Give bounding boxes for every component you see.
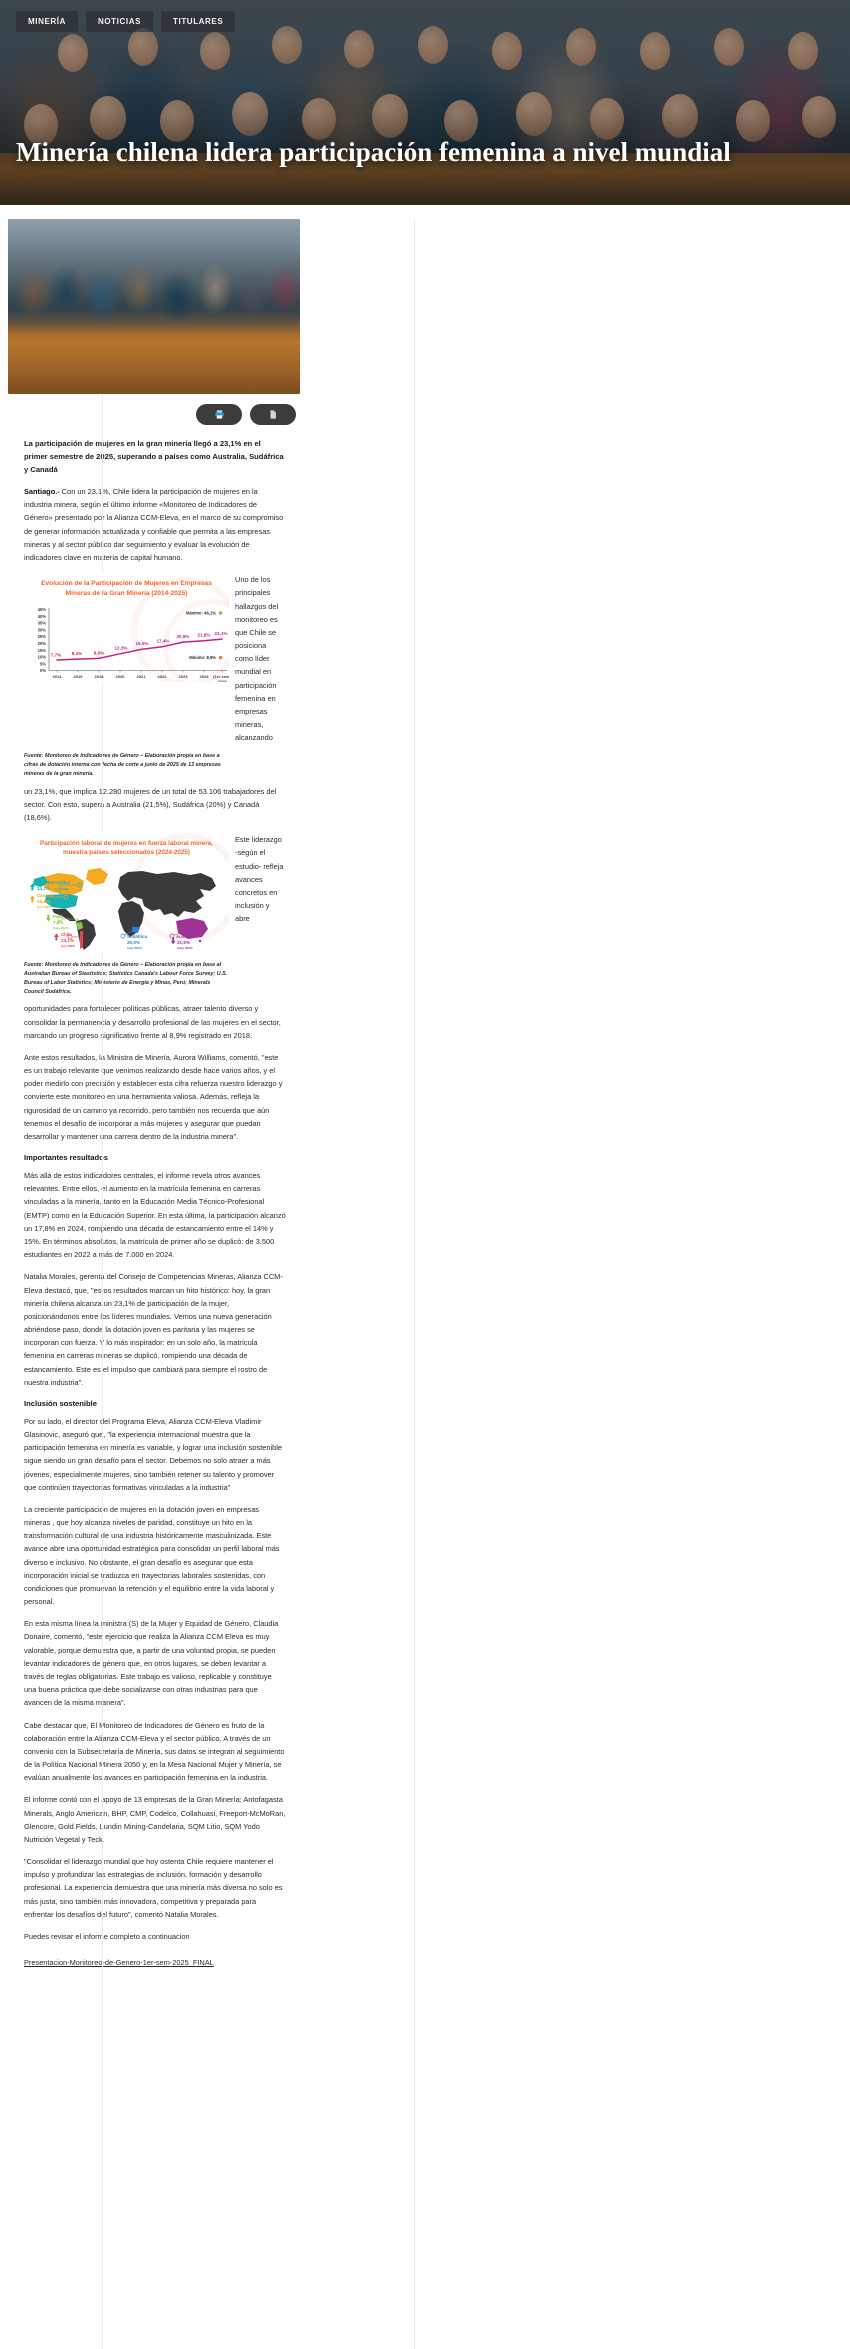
svg-text:Máximo: 46,1%: Máximo: 46,1% (186, 611, 216, 616)
paragraph-3: oportunidades para fortalecer políticas … (24, 1004, 281, 1040)
svg-text:30%: 30% (38, 628, 47, 633)
chart-card: Evolución de la Participación de Mujeres… (24, 573, 229, 683)
svg-text:(1er sem): (1er sem) (213, 674, 229, 679)
svg-text:15,5%: 15,5% (135, 641, 148, 646)
svg-text:Estados Unidos: Estados Unidos (37, 880, 71, 885)
svg-text:2023: 2023 (179, 674, 189, 679)
paragraph-12: "Consolidar el liderazgo mundial que hoy… (24, 1857, 283, 1919)
svg-text:Sudáfrica: Sudáfrica (127, 934, 148, 939)
article-sheet: La participación de mujeres en la gran m… (0, 219, 415, 2349)
svg-text:17,4%: 17,4% (156, 639, 169, 644)
svg-text:(jun 2025): (jun 2025) (55, 887, 69, 891)
map-card: Participación laboral de mujeres en fuer… (24, 833, 229, 954)
subheading-importantes-resultados: Importantes resultados (24, 1153, 108, 1163)
svg-text:21,5%: 21,5% (177, 940, 190, 945)
svg-text:5%: 5% (40, 662, 46, 667)
subheading-inclusion-sostenible: Inclusión sostenible (24, 1398, 97, 1408)
svg-text:8,9%: 8,9% (94, 651, 104, 656)
svg-text:7,6%: 7,6% (53, 920, 63, 925)
hero-banner: MINERÍA NOTICIAS TITULARES Minería chile… (0, 0, 850, 205)
svg-text:7,7%: 7,7% (51, 653, 61, 658)
chart-source: Fuente: Monitoreo de Indicadores de Géne… (24, 753, 221, 777)
svg-text:(may 2025): (may 2025) (177, 946, 193, 950)
print-icon[interactable] (196, 404, 242, 425)
svg-text:35%: 35% (38, 621, 47, 626)
article-lead: La participación de mujeres en la gran m… (24, 439, 284, 475)
article-image (8, 219, 300, 394)
svg-text:Canadá: Canadá (37, 893, 53, 898)
paragraph-13: Puedes revisar el informe completo a con… (24, 1931, 190, 1941)
left-rail-divider (102, 219, 103, 2349)
svg-text:2014: 2014 (53, 674, 63, 679)
svg-text:Perú: Perú (53, 914, 63, 919)
svg-text:18,6%: 18,6% (37, 899, 50, 904)
nav-item-noticias[interactable]: NOTICIAS (85, 11, 154, 32)
map-figure-wrap: Participación laboral de mujeres en fuer… (24, 833, 286, 954)
svg-text:0%: 0% (40, 668, 46, 673)
svg-text:25%: 25% (38, 634, 47, 639)
svg-text:2020: 2020 (116, 674, 126, 679)
svg-text:12,3%: 12,3% (114, 646, 127, 651)
svg-text:20,9%: 20,9% (176, 634, 189, 639)
svg-text:2018: 2018 (95, 674, 105, 679)
svg-text:20,0%: 20,0% (127, 940, 140, 945)
svg-text:23,1%: 23,1% (61, 938, 74, 943)
svg-text:8,4%: 8,4% (72, 651, 82, 656)
top-nav: MINERÍA NOTICIAS TITULARES (16, 11, 236, 32)
map-source: Fuente: Monitoreo de Indicadores de Géne… (24, 962, 228, 995)
document-icon[interactable] (250, 404, 296, 425)
chart-source-wrap: Fuente: Monitoreo de Indicadores de Géne… (24, 750, 286, 778)
paragraph-2: un 23,1%, que implica 12.280 mujeres de … (24, 786, 277, 822)
report-download-link[interactable]: Presentacion-Monitoreo-de-Genero-1er-sem… (24, 1958, 214, 1968)
article-content: La participación de mujeres en la gran m… (8, 425, 308, 1970)
svg-text:10%: 10% (38, 655, 47, 660)
map-title: Participación laboral de mujeres en fuer… (40, 840, 213, 857)
svg-text:Australia: Australia (176, 934, 195, 939)
svg-text:(may 2025): (may 2025) (53, 926, 69, 930)
svg-text:2025: 2025 (218, 679, 228, 682)
svg-text:2021: 2021 (137, 674, 147, 679)
nav-item-mineria[interactable]: MINERÍA (16, 11, 78, 32)
svg-text:(jun 2025): (jun 2025) (61, 944, 75, 948)
svg-text:2022: 2022 (158, 674, 168, 679)
svg-text:Mínimo: 8,9%: Mínimo: 8,9% (189, 655, 216, 660)
svg-text:(jun 2025): (jun 2025) (37, 905, 51, 909)
paragraph-4: Ante estos resultados, la Ministra de Mi… (24, 1052, 283, 1141)
svg-text:45%: 45% (38, 607, 47, 612)
map-source-wrap: Fuente: Monitoreo de Indicadores de Géne… (24, 959, 286, 996)
svg-text:15%: 15% (38, 648, 47, 653)
svg-text:2024: 2024 (200, 674, 210, 679)
map-wrap-text: Este liderazgo -según el estudio- reflej… (235, 835, 284, 924)
dateline: Santiago.- (24, 487, 60, 497)
paragraph-7: Por su lado, el director del Programa El… (24, 1416, 282, 1492)
chart-wrap-text: Uno de los principales hallazgos del mon… (235, 575, 279, 743)
world-map: Estados Unidos 14,2% (jun 2025) Canadá 1… (24, 861, 229, 953)
svg-text:21,8%: 21,8% (197, 633, 210, 638)
svg-text:2016: 2016 (74, 674, 84, 679)
paragraph-6: Natalia Morales, gerenta del Consejo de … (24, 1272, 283, 1387)
chart-figure-wrap: Evolución de la Participación de Mujeres… (24, 573, 286, 744)
svg-text:Chile: Chile (61, 932, 72, 937)
paragraph-9: En esta misma línea la ministra (S) de l… (24, 1619, 279, 1708)
chart-title: Evolución de la Participación de Mujeres… (41, 580, 212, 597)
line-chart: 45% 40% 35% 30% 25% 20% 15% 10% 5% (26, 602, 229, 682)
svg-text:(sep 2024): (sep 2024) (127, 946, 142, 950)
paragraph-10: Cabe destacar que, El Monitoreo de Indic… (24, 1720, 285, 1783)
svg-text:14,2%: 14,2% (37, 886, 50, 891)
svg-text:40%: 40% (38, 614, 47, 619)
paragraph-8: La creciente participación de mujeres en… (24, 1504, 280, 1607)
paragraph-11: El informe contó con el apoyo de 13 empr… (24, 1795, 286, 1844)
nav-item-titulares[interactable]: TITULARES (161, 11, 236, 32)
svg-text:20%: 20% (38, 641, 47, 646)
paragraph-1: Santiago.- Con un 23,1%, Chile lidera la… (24, 487, 284, 562)
share-actions (8, 394, 308, 425)
svg-text:23,1%: 23,1% (214, 631, 227, 636)
paragraph-5: Más allá de estos indicadores centrales,… (24, 1171, 286, 1260)
page-body: La participación de mujeres en la gran m… (0, 219, 850, 2349)
hero-overlay (0, 0, 850, 205)
page-title: Minería chilena lidera participación fem… (16, 136, 731, 167)
